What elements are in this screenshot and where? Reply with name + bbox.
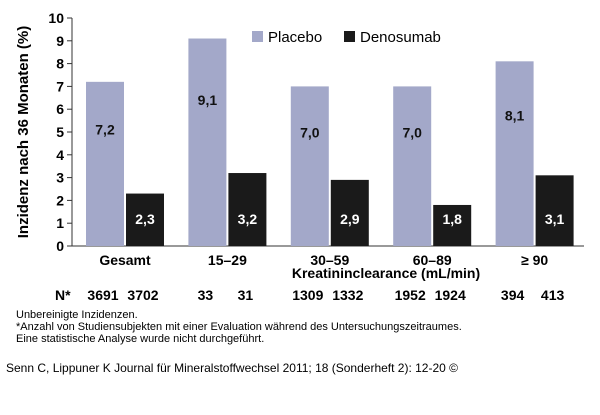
y-axis-title: Inzidenz nach 36 Monaten (%) [15, 26, 32, 239]
category-label: ≥ 90 [521, 252, 548, 268]
placebo-value-label: 7,2 [95, 121, 115, 137]
denosumab-value-label: 3,2 [238, 211, 258, 227]
chart-legend: Placebo Denosumab [252, 29, 441, 46]
y-tick-label: 4 [56, 147, 64, 163]
denosumab-bar [126, 193, 164, 246]
placebo-value-label: 7,0 [402, 124, 422, 140]
y-tick-label: 8 [56, 56, 64, 72]
n-value: 1924 [435, 287, 466, 303]
placebo-bar [495, 61, 534, 246]
citation: Senn C, Lippuner K Journal für Mineralst… [6, 361, 458, 375]
placebo-bar [290, 86, 329, 247]
denosumab-value-label: 3,1 [545, 211, 565, 227]
denosumab-bar [535, 175, 574, 246]
denosumab-value-label: 2,9 [340, 211, 360, 227]
placebo-bar [393, 86, 432, 247]
denosumab-value-label: 1,8 [442, 211, 462, 227]
note-1: Unbereinigte Inzidenzen. [16, 309, 138, 321]
category-label: 30–59 [310, 252, 349, 268]
y-tick-label: 2 [56, 192, 64, 208]
placebo-bar [188, 38, 227, 246]
n-label: N* [55, 287, 71, 303]
note-3: Eine statistische Analyse wurde nicht du… [16, 333, 264, 345]
placebo-bar [86, 81, 124, 246]
category-label: Gesamt [99, 252, 151, 268]
n-value: 394 [501, 287, 525, 303]
placebo-value-label: 9,1 [198, 92, 218, 108]
legend-denosumab-swatch [344, 31, 355, 42]
denosumab-bar [433, 204, 472, 246]
n-value: 3691 [87, 287, 118, 303]
note-2: *Anzahl von Studiensubjekten mit einer E… [16, 321, 462, 333]
x-axis-title: Kreatininclearance (mL/min) [292, 265, 480, 281]
chart-labels: 7,2 2,3 Gesamt 3691 3702 9,1 3,2 15–29 33 31 7,0 2,… [87, 92, 564, 303]
placebo-value-label: 7,0 [300, 124, 320, 140]
denosumab-value-label: 2,3 [135, 211, 155, 227]
n-value: 413 [541, 287, 565, 303]
n-value: 1332 [332, 287, 363, 303]
category-label: 60–89 [413, 252, 452, 268]
chart-bars [86, 38, 574, 247]
y-tick-label: 3 [56, 170, 64, 186]
legend-denosumab-label: Denosumab [360, 29, 441, 46]
denosumab-bar [228, 173, 267, 246]
y-tick-label: 7 [56, 78, 64, 94]
n-value: 1952 [395, 287, 426, 303]
y-tick-label: 1 [56, 215, 64, 231]
category-label: 15–29 [208, 252, 247, 268]
y-tick-label: 10 [48, 10, 64, 26]
y-tick-label: 5 [56, 124, 64, 140]
denosumab-bar [330, 179, 369, 246]
y-tick-label: 9 [56, 33, 64, 49]
n-value: 31 [238, 287, 254, 303]
y-tick-label: 6 [56, 101, 64, 117]
y-tick-label: 0 [56, 238, 64, 254]
placebo-value-label: 8,1 [505, 107, 525, 123]
n-value: 1309 [292, 287, 323, 303]
n-value: 33 [198, 287, 214, 303]
legend-placebo-swatch [252, 31, 263, 42]
n-value: 3702 [127, 287, 158, 303]
legend-placebo-label: Placebo [268, 29, 322, 46]
